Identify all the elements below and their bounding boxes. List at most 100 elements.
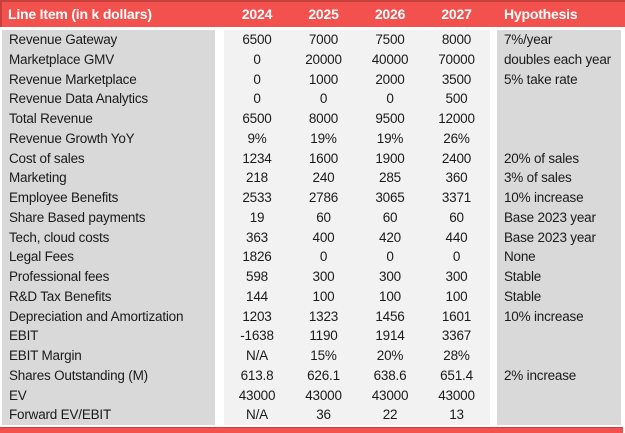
row-label-cell[interactable]: Revenue Marketplace xyxy=(2,69,215,90)
row-label-cell[interactable]: Marketing xyxy=(2,168,215,188)
value-cell-2027[interactable]: 300 xyxy=(423,267,490,287)
value-cell-2026[interactable]: 1456 xyxy=(357,306,423,327)
value-cell-2027[interactable]: 100 xyxy=(423,286,490,307)
value-cell-2026[interactable]: 43000 xyxy=(357,385,423,406)
value-cell-2027[interactable]: 3500 xyxy=(423,69,490,90)
value-cell-2026[interactable]: 40000 xyxy=(357,49,423,70)
value-cell-2026[interactable]: 60 xyxy=(357,207,423,228)
hypothesis-cell[interactable]: Base 2023 year xyxy=(497,207,621,228)
value-cell-2025[interactable]: 626.1 xyxy=(290,365,357,386)
value-cell-2025[interactable]: 300 xyxy=(290,267,357,287)
hypothesis-cell[interactable] xyxy=(497,326,621,346)
value-cell-2024[interactable]: 218 xyxy=(224,168,290,188)
row-label-cell[interactable]: Employee Benefits xyxy=(2,188,215,208)
value-cell-2027[interactable]: 360 xyxy=(423,168,490,188)
value-cell-2026[interactable]: 420 xyxy=(357,227,423,248)
value-cell-2025[interactable]: 43000 xyxy=(290,385,357,406)
value-cell-2024[interactable]: 1203 xyxy=(224,306,290,327)
hypothesis-cell[interactable] xyxy=(497,346,621,366)
row-label-cell[interactable]: Revenue Growth YoY xyxy=(2,128,215,149)
value-cell-2024[interactable]: 6500 xyxy=(224,30,290,50)
value-cell-2025[interactable]: 1000 xyxy=(290,69,357,90)
hypothesis-cell[interactable] xyxy=(497,89,621,109)
hypothesis-cell[interactable]: 7%/year xyxy=(497,30,621,50)
value-cell-2025[interactable]: 1323 xyxy=(290,306,357,327)
hypothesis-cell[interactable]: None xyxy=(497,247,621,267)
value-cell-2026[interactable]: 9500 xyxy=(357,109,423,129)
row-label-cell[interactable]: Total Revenue xyxy=(2,109,215,129)
value-cell-2027[interactable]: 500 xyxy=(423,89,490,109)
row-label-cell[interactable]: EV xyxy=(2,385,215,406)
hypothesis-cell[interactable]: 3% of sales xyxy=(497,168,621,188)
row-label-cell[interactable]: Professional fees xyxy=(2,267,215,287)
value-cell-2025[interactable]: 0 xyxy=(290,247,357,267)
value-cell-2026[interactable]: 285 xyxy=(357,168,423,188)
row-label-cell[interactable]: R&D Tax Benefits xyxy=(2,286,215,307)
value-cell-2026[interactable]: 100 xyxy=(357,286,423,307)
value-cell-2027[interactable]: 440 xyxy=(423,227,490,248)
header-year-2024[interactable]: 2024 xyxy=(241,6,273,22)
value-cell-2025[interactable]: 100 xyxy=(290,286,357,307)
hypothesis-cell[interactable] xyxy=(497,128,621,149)
value-cell-2024[interactable]: N/A xyxy=(224,405,290,425)
value-cell-2026[interactable]: 2000 xyxy=(357,69,423,90)
value-cell-2024[interactable]: 0 xyxy=(224,49,290,70)
value-cell-2025[interactable]: 2786 xyxy=(290,188,357,208)
value-cell-2027[interactable]: 3367 xyxy=(423,326,490,346)
header-hypothesis[interactable]: Hypothesis xyxy=(504,6,578,22)
value-cell-2025[interactable]: 0 xyxy=(290,89,357,109)
value-cell-2027[interactable]: 60 xyxy=(423,207,490,228)
row-label-cell[interactable]: Legal Fees xyxy=(2,247,215,267)
row-label-cell[interactable]: Cost of sales xyxy=(2,148,215,169)
row-label-cell[interactable]: Share Based payments xyxy=(2,207,215,228)
header-year-2027[interactable]: 2027 xyxy=(441,6,472,22)
value-cell-2024[interactable]: 0 xyxy=(224,89,290,109)
value-cell-2026[interactable]: 0 xyxy=(357,247,423,267)
value-cell-2024[interactable]: 1234 xyxy=(224,148,290,169)
value-cell-2025[interactable]: 7000 xyxy=(290,30,357,50)
value-cell-2024[interactable]: 1826 xyxy=(224,247,290,267)
value-cell-2024[interactable]: 43000 xyxy=(224,385,290,406)
value-cell-2025[interactable]: 36 xyxy=(290,405,357,425)
value-cell-2025[interactable]: 60 xyxy=(290,207,357,228)
hypothesis-cell[interactable]: 10% increase xyxy=(497,188,621,208)
value-cell-2025[interactable]: 400 xyxy=(290,227,357,248)
value-cell-2027[interactable]: 13 xyxy=(423,405,490,425)
row-label-cell[interactable]: Forward EV/EBIT xyxy=(2,405,215,425)
value-cell-2026[interactable]: 300 xyxy=(357,267,423,287)
hypothesis-cell[interactable] xyxy=(497,109,621,129)
value-cell-2024[interactable]: 598 xyxy=(224,267,290,287)
value-cell-2024[interactable]: 19 xyxy=(224,207,290,228)
value-cell-2027[interactable]: 8000 xyxy=(423,30,490,50)
value-cell-2027[interactable]: 70000 xyxy=(423,49,490,70)
value-cell-2027[interactable]: 2400 xyxy=(423,148,490,169)
value-cell-2026[interactable]: 19% xyxy=(357,128,423,149)
value-cell-2024[interactable]: N/A xyxy=(224,346,290,366)
value-cell-2025[interactable]: 20000 xyxy=(290,49,357,70)
row-label-cell[interactable]: Depreciation and Amortization xyxy=(2,306,215,327)
value-cell-2024[interactable]: 9% xyxy=(224,128,290,149)
row-label-cell[interactable]: Revenue Gateway xyxy=(2,30,215,50)
value-cell-2026[interactable]: 0 xyxy=(357,89,423,109)
value-cell-2027[interactable]: 3371 xyxy=(423,188,490,208)
hypothesis-cell[interactable] xyxy=(497,385,621,406)
hypothesis-cell[interactable]: doubles each year xyxy=(497,49,621,70)
value-cell-2026[interactable]: 1914 xyxy=(357,326,423,346)
value-cell-2024[interactable]: 363 xyxy=(224,227,290,248)
row-label-cell[interactable]: EBIT xyxy=(2,326,215,346)
header-line-item[interactable]: Line Item (in k dollars) xyxy=(8,6,152,22)
hypothesis-cell[interactable]: Base 2023 year xyxy=(497,227,621,248)
row-label-cell[interactable]: Tech, cloud costs xyxy=(2,227,215,248)
row-label-cell[interactable]: Marketplace GMV xyxy=(2,49,215,70)
hypothesis-cell[interactable] xyxy=(497,405,621,425)
value-cell-2025[interactable]: 19% xyxy=(290,128,357,149)
value-cell-2026[interactable]: 7500 xyxy=(357,30,423,50)
hypothesis-cell[interactable]: Stable xyxy=(497,286,621,307)
value-cell-2027[interactable]: 0 xyxy=(423,247,490,267)
value-cell-2025[interactable]: 15% xyxy=(290,346,357,366)
hypothesis-cell[interactable]: 5% take rate xyxy=(497,69,621,90)
hypothesis-cell[interactable]: 20% of sales xyxy=(497,148,621,169)
value-cell-2027[interactable]: 12000 xyxy=(423,109,490,129)
row-label-cell[interactable]: EBIT Margin xyxy=(2,346,215,366)
value-cell-2026[interactable]: 22 xyxy=(357,405,423,425)
